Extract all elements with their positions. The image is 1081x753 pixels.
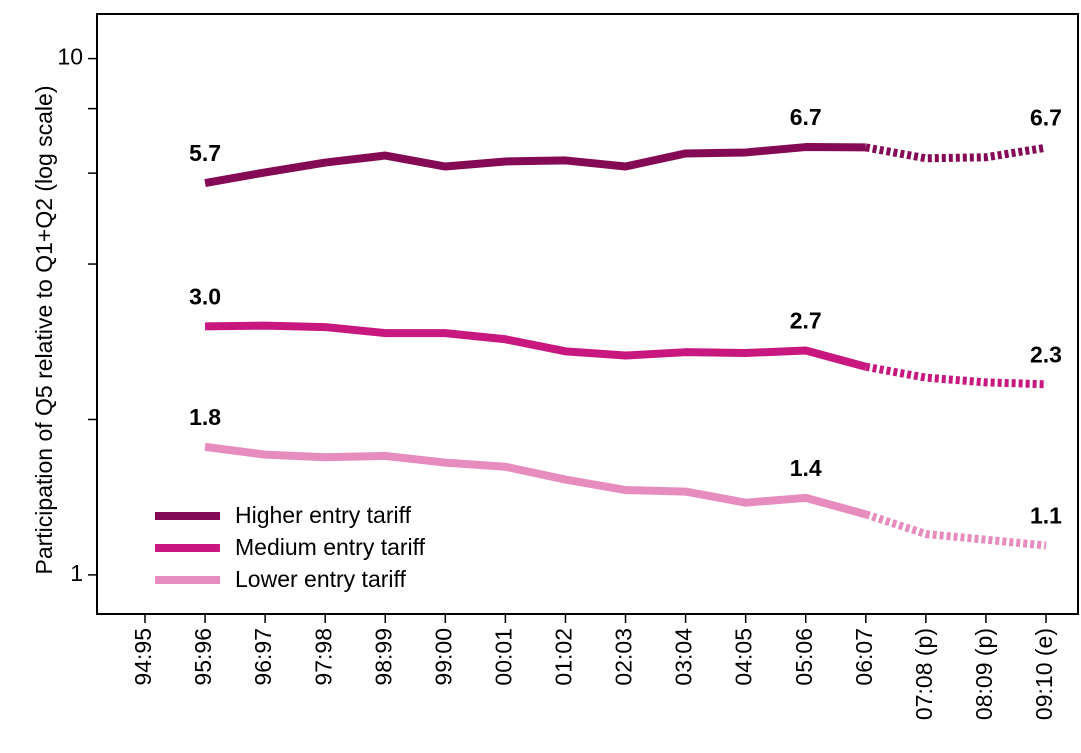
legend-label: Higher entry tariff: [235, 502, 412, 528]
x-tick-label: 98:99: [370, 628, 396, 686]
x-tick-label: 04:05: [731, 628, 757, 686]
data-label: 5.7: [189, 140, 221, 166]
x-tick-label: 07:08 (p): [911, 628, 937, 720]
x-tick-label: 06:07: [851, 628, 877, 686]
x-tick-label: 08:09 (p): [971, 628, 997, 720]
data-label: 1.8: [189, 404, 221, 430]
x-tick-label: 99:00: [430, 628, 456, 686]
x-tick-label: 95:96: [190, 628, 216, 686]
series-line: [205, 321, 867, 371]
data-label: 3.0: [189, 283, 221, 309]
x-tick-label: 01:02: [551, 628, 577, 686]
x-tick-label: 02:03: [611, 628, 637, 686]
series-line-projected: [865, 362, 1047, 389]
legend-label: Medium entry tariff: [235, 534, 426, 560]
plot-frame: [96, 13, 1079, 615]
x-tick-label: 94:95: [130, 628, 156, 686]
series-line: [204, 442, 867, 519]
x-tick-label: 96:97: [250, 628, 276, 686]
data-label: 6.7: [790, 104, 822, 130]
x-tick-label: 09:10 (e): [1031, 628, 1057, 720]
data-label: 2.7: [790, 308, 822, 334]
data-label: 1.4: [790, 455, 822, 481]
series-line-projected: [864, 510, 1047, 550]
x-tick-label: 03:04: [671, 628, 697, 686]
legend-label: Lower entry tariff: [235, 566, 406, 592]
y-tick-label: 1: [70, 560, 83, 586]
data-label: 6.7: [1030, 105, 1062, 131]
y-tick-label: 10: [57, 44, 83, 70]
y-axis-label: Participation of Q5 relative to Q1+Q2 (l…: [31, 86, 57, 575]
series-line-projected: [865, 143, 1047, 163]
data-label: 1.1: [1030, 503, 1062, 529]
x-tick-label: 05:06: [791, 628, 817, 686]
series-line: [204, 143, 866, 188]
data-label: 2.3: [1030, 341, 1062, 367]
x-tick-label: 97:98: [310, 628, 336, 686]
x-tick-label: 00:01: [490, 628, 516, 686]
